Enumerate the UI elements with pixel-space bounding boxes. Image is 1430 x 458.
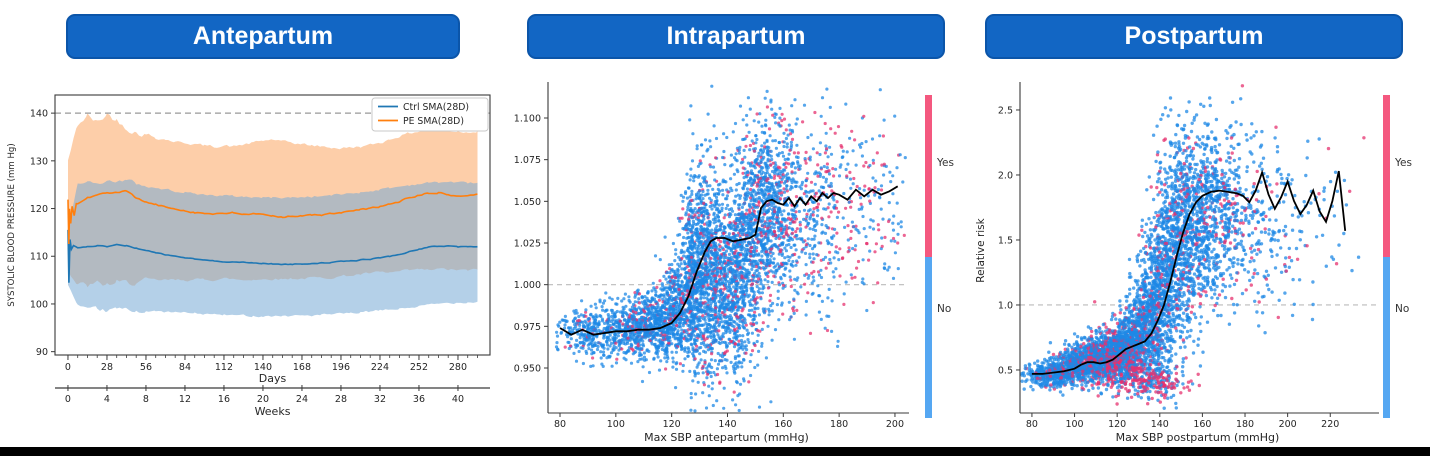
colorbar-yes-label: Yes <box>937 157 954 169</box>
bottom-divider-bar <box>0 447 1430 456</box>
svg-text:Ctrl SMA(28D): Ctrl SMA(28D) <box>403 102 469 113</box>
svg-text:8: 8 <box>143 394 149 405</box>
scatter-points <box>1020 84 1366 410</box>
race-colorbar-postpartum: Yes No African-American/Black <box>1383 95 1412 418</box>
ctrl-band <box>68 179 478 318</box>
svg-text:24: 24 <box>296 394 308 405</box>
svg-text:20: 20 <box>257 394 269 405</box>
postpartum-chart: 0.51.01.52.02.580 100 120 140 160 180 200 220Ma… <box>975 82 1379 444</box>
svg-text:32: 32 <box>374 394 386 405</box>
colorbar-no-label: No <box>937 303 952 315</box>
colorbar-no-segment <box>925 256 932 418</box>
svg-text:90: 90 <box>36 347 48 358</box>
series-line <box>67 189 478 245</box>
svg-text:110: 110 <box>30 252 48 263</box>
scatter-points <box>554 84 907 413</box>
svg-text:12: 12 <box>179 394 191 405</box>
trend-line <box>559 185 899 336</box>
postpartum-header-label: Postpartum <box>1124 22 1264 50</box>
svg-text:56: 56 <box>140 362 152 373</box>
colorbar-axis-label: African-American/Black <box>953 377 965 458</box>
antepartum-header: Antepartum <box>66 14 460 59</box>
svg-text:120: 120 <box>30 204 48 215</box>
svg-text:100: 100 <box>30 299 48 310</box>
colorbar-no-segment <box>1383 256 1390 418</box>
svg-text:140: 140 <box>30 109 48 120</box>
svg-text:0: 0 <box>65 362 71 373</box>
svg-text:130: 130 <box>30 156 48 167</box>
svg-text:28: 28 <box>101 362 113 373</box>
svg-text:28: 28 <box>335 394 347 405</box>
legend: Ctrl SMA(28D) PE SMA(28D) <box>371 97 489 132</box>
svg-text:36: 36 <box>413 394 425 405</box>
svg-text:280: 280 <box>449 362 467 373</box>
svg-text:PE SMA(28D): PE SMA(28D) <box>403 116 464 127</box>
colorbar-yes-segment <box>925 95 932 257</box>
trend-line <box>1031 169 1347 375</box>
intrapartum-header: Intrapartum <box>527 14 945 59</box>
colorbar-no-label: No <box>1395 303 1410 315</box>
svg-text:196: 196 <box>332 362 350 373</box>
svg-text:140: 140 <box>254 362 272 373</box>
svg-text:224: 224 <box>371 362 389 373</box>
intrapartum-header-label: Intrapartum <box>666 22 806 50</box>
svg-text:112: 112 <box>215 362 233 373</box>
colorbar-yes-segment <box>1383 95 1390 257</box>
svg-text:168: 168 <box>293 362 311 373</box>
svg-text:252: 252 <box>410 362 428 373</box>
colorbar-yes-label: Yes <box>1395 157 1412 169</box>
svg-text:40: 40 <box>452 394 464 405</box>
svg-text:16: 16 <box>218 394 230 405</box>
svg-text:Days: Days <box>259 372 287 385</box>
series-line <box>67 229 478 283</box>
svg-text:84: 84 <box>179 362 191 373</box>
svg-text:SYSTOLIC BLOOD PRESSURE (mm Hg: SYSTOLIC BLOOD PRESSURE (mm Hg) <box>7 143 17 307</box>
svg-text:4: 4 <box>104 394 110 405</box>
svg-text:Weeks: Weeks <box>255 405 291 418</box>
colorbar-axis-label: African-American/Black <box>1411 377 1423 458</box>
svg-text:0: 0 <box>65 394 71 405</box>
postpartum-header: Postpartum <box>985 14 1403 59</box>
race-colorbar-intrapartum: Yes No African-American/Black <box>925 95 954 418</box>
antepartum-header-label: Antepartum <box>192 22 334 50</box>
